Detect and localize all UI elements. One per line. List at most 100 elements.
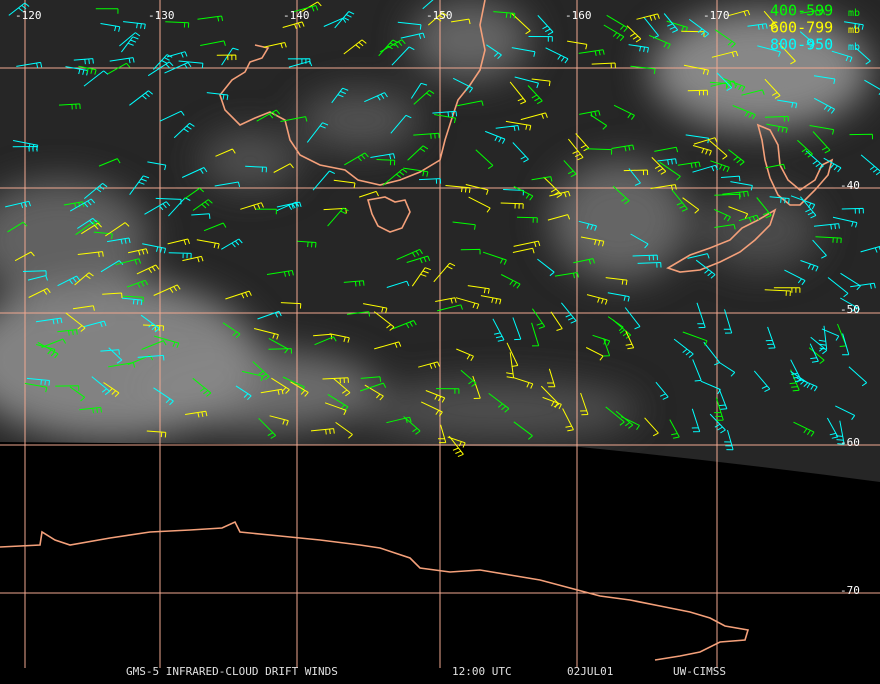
wind-barb: [812, 131, 831, 154]
wind-barb: [721, 77, 746, 92]
wind-barb: [747, 23, 768, 30]
wind-barb: [14, 251, 35, 262]
wind-barb: [373, 311, 395, 331]
cloud: [650, 10, 870, 130]
wind-barb: [329, 333, 350, 343]
latitude-label: -70: [840, 584, 860, 597]
wind-barb: [580, 392, 589, 416]
wind-barb: [602, 338, 611, 357]
wind-barb: [809, 343, 819, 363]
wind-barb: [591, 62, 616, 69]
wind-barb: [5, 200, 31, 209]
wind-barb: [65, 312, 86, 332]
wind-barb: [344, 152, 369, 166]
wind-barb: [506, 352, 515, 379]
wind-barb: [141, 340, 167, 350]
wind-barb: [280, 116, 308, 122]
wind-barb: [276, 201, 300, 212]
wind-barb: [513, 186, 534, 201]
wind-barb: [727, 9, 751, 17]
wind-barb: [860, 245, 880, 253]
wind-barb: [827, 277, 849, 298]
wind-barb: [418, 361, 440, 369]
wind-barb: [37, 341, 59, 359]
wind-barb: [221, 47, 239, 66]
wind-barb: [467, 285, 490, 294]
wind-barb: [455, 297, 480, 310]
wind-barb: [738, 214, 760, 223]
legend-unit: mb: [848, 25, 860, 36]
wind-barb: [513, 240, 541, 247]
wind-barb: [215, 148, 236, 157]
wind-barb: [547, 368, 556, 388]
wind-barb: [860, 154, 880, 176]
wind-barb: [370, 153, 396, 160]
wind-barb: [561, 302, 577, 324]
wind-barb: [763, 10, 778, 30]
cloud: [140, 350, 380, 430]
wind-barb: [797, 139, 813, 158]
cloud: [700, 190, 820, 270]
wind-barb: [460, 369, 477, 387]
wind-barb: [129, 90, 154, 106]
wind-barb: [122, 295, 144, 303]
wind-barb: [710, 160, 730, 173]
wind-barb: [28, 287, 51, 298]
wind-barb: [100, 260, 124, 273]
wind-barb: [796, 377, 818, 392]
wind-barb: [512, 317, 522, 341]
wind-barb: [649, 34, 671, 49]
longitude-label: -160: [565, 9, 592, 22]
wind-barb: [425, 390, 446, 403]
wind-barb: [766, 123, 788, 134]
new-zealand-north: [756, 123, 834, 206]
wind-barb: [612, 185, 630, 205]
wind-barb: [74, 272, 94, 286]
wind-barb: [392, 320, 417, 330]
wind-barb: [650, 184, 677, 191]
wind-barb: [714, 193, 741, 200]
wind-barb: [586, 294, 608, 305]
footer-text: GMS-5 INFRARED-CLOUD DRIFT WINDS: [126, 665, 338, 678]
wind-barb: [537, 15, 554, 36]
wind-barb: [790, 359, 802, 383]
wind-barb: [165, 21, 190, 28]
wind-barb: [406, 255, 431, 264]
wind-barb: [26, 377, 50, 386]
wind-barb: [486, 44, 502, 60]
longitude-label: -130: [148, 9, 175, 22]
wind-barb: [77, 217, 98, 229]
wind-barb: [108, 347, 123, 364]
wind-barb: [427, 12, 448, 26]
wind-barb: [107, 237, 131, 245]
wind-barb: [271, 377, 290, 394]
wind-barb: [585, 347, 604, 361]
wind-barb: [159, 110, 185, 122]
wind-barb: [413, 132, 440, 139]
legend-entry: 600-799: [770, 19, 833, 37]
wind-barb: [613, 104, 635, 120]
wind-barb: [434, 114, 457, 124]
wind-barb: [280, 302, 302, 309]
wind-barb: [290, 381, 309, 397]
graticule: [0, 0, 880, 668]
wind-barb: [625, 330, 635, 350]
wind-barb: [480, 295, 502, 305]
wind-barb: [840, 297, 860, 314]
wind-barb: [222, 322, 241, 339]
wind-barb: [105, 222, 130, 237]
wind-barb: [183, 187, 205, 200]
wind-barb: [57, 275, 81, 287]
wind-barb: [628, 168, 641, 186]
wind-barb: [282, 21, 305, 29]
wind-barb: [72, 305, 95, 311]
wind-barb: [334, 11, 355, 29]
wind-barb: [769, 196, 790, 204]
wind-barb: [580, 236, 605, 247]
wind-barb: [147, 161, 167, 171]
wind-barb: [841, 207, 864, 214]
wind-barb: [301, 1, 322, 12]
wind-barb: [448, 435, 464, 458]
wind-barb: [433, 262, 456, 283]
